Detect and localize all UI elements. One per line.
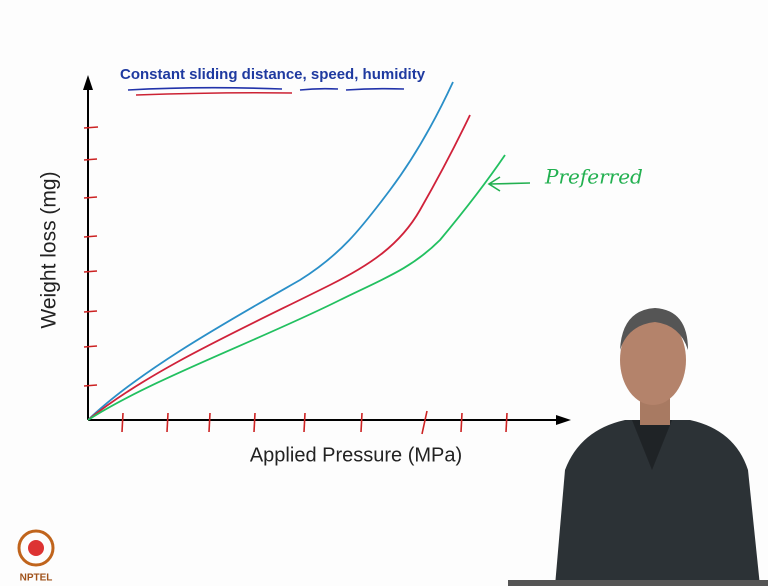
axis-arrow [83,75,93,90]
annotation: Preferred [544,165,643,189]
slide-title: Constant sliding distance, speed, humidi… [120,66,426,83]
underline [136,93,292,95]
x-axis-label: Applied Pressure (MPa) [250,444,462,466]
underline [300,89,338,90]
underline [128,88,282,90]
curve-blue [88,82,453,420]
slide: Constant sliding distance, speed, humidi… [0,0,768,586]
lecture-frame: Constant sliding distance, speed, humidi… [0,0,768,586]
axis-arrow [556,415,571,425]
curve-green [88,155,505,420]
presenter [508,308,768,586]
underline [346,89,404,90]
y-axis-label: Weight loss (mg) [38,171,61,328]
logo: NPTEL [19,531,53,584]
logo-text: NPTEL [20,573,53,584]
annotation-arrow [489,177,530,191]
